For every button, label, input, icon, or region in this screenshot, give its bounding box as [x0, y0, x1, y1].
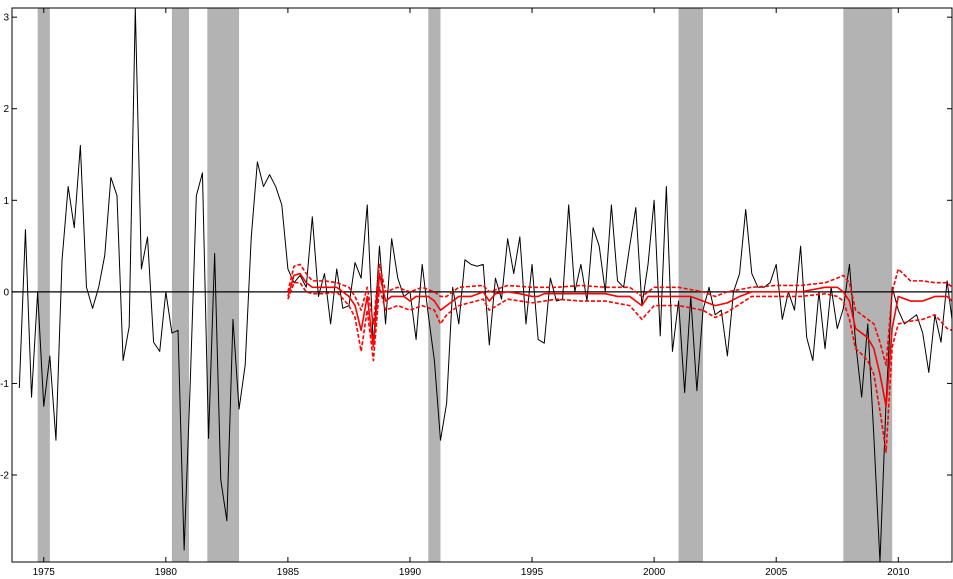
plot-frame — [11, 7, 953, 563]
x-tick-label: 1980 — [155, 567, 178, 578]
y-axis: -2 -1 0 1 2 3 — [0, 13, 952, 482]
y-tick-label: -2 — [0, 471, 9, 482]
y-tick-label: -1 — [0, 379, 9, 390]
x-tick-label: 1990 — [399, 567, 422, 578]
y-tick-label: 1 — [3, 196, 9, 207]
series-lines — [18, 8, 952, 562]
x-axis: 1975 1980 1985 1990 1995 2000 2005 2010 — [33, 8, 910, 578]
x-tick-label: 1995 — [521, 567, 544, 578]
series-central — [287, 272, 952, 408]
y-tick-label: 3 — [3, 13, 9, 24]
x-tick-label: 1985 — [277, 567, 300, 578]
series-upper-band — [287, 263, 952, 366]
recession-band-0 — [37, 8, 50, 562]
recession-shading — [37, 8, 893, 562]
series-actual — [18, 8, 952, 562]
recession-band-4 — [678, 8, 703, 562]
y-tick-label: 2 — [3, 104, 9, 115]
x-tick-label: 1975 — [33, 567, 56, 578]
recession-band-1 — [171, 8, 190, 562]
recession-band-3 — [428, 8, 441, 562]
recession-band-2 — [207, 8, 240, 562]
x-tick-label: 2000 — [643, 567, 666, 578]
series-lower-band — [287, 281, 952, 453]
y-tick-label: 0 — [3, 287, 9, 298]
x-tick-label: 2010 — [887, 567, 910, 578]
x-tick-label: 2005 — [765, 567, 788, 578]
